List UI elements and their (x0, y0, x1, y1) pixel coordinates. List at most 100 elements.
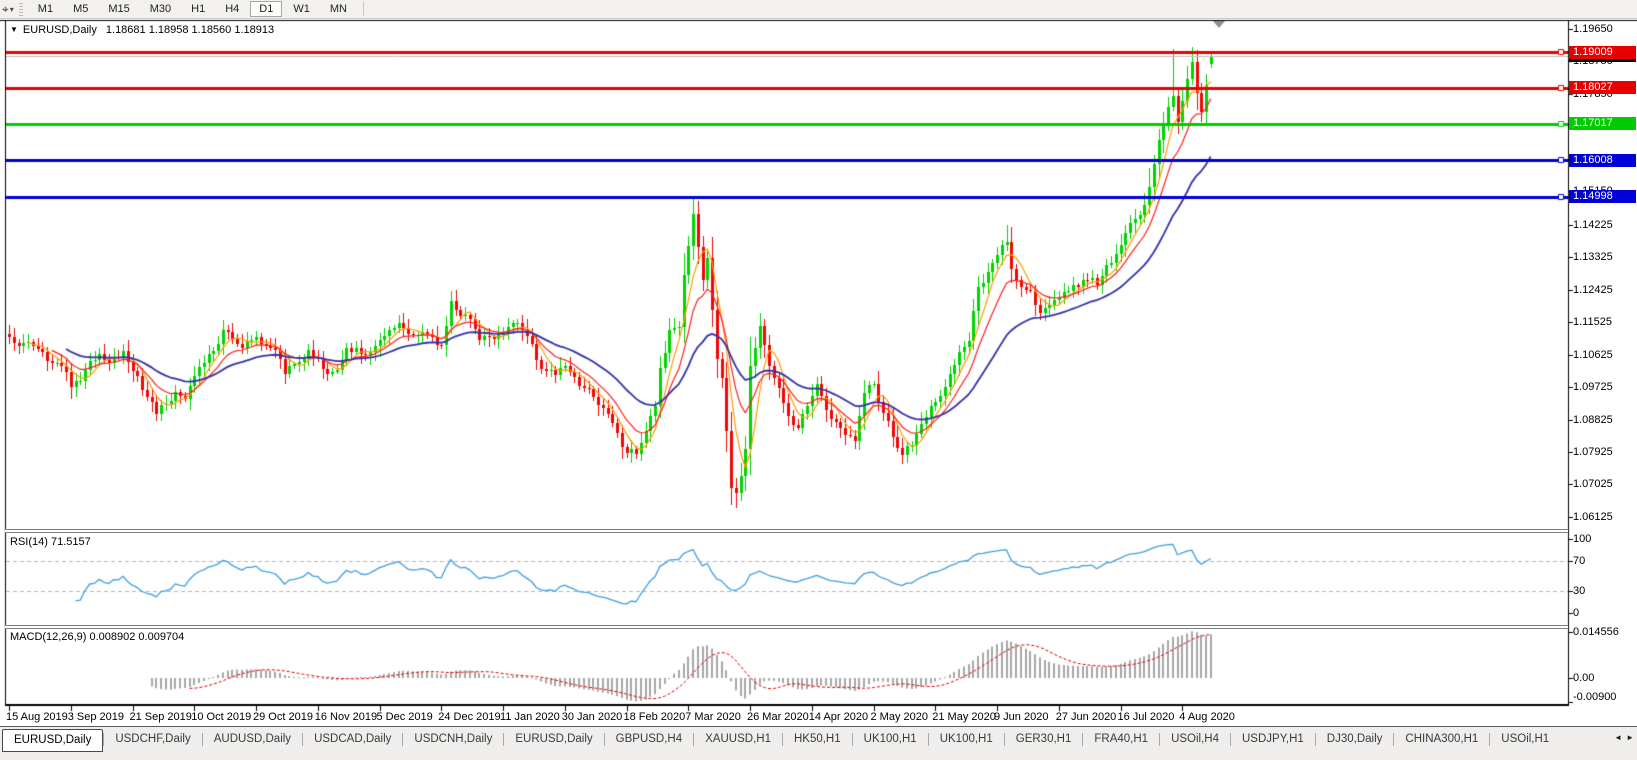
timeframe-button-h1[interactable]: H1 (191, 3, 206, 15)
toolbar: ⌖ ▾ M1 M5 M15 M30 H1 H4 D1 W1 MN (0, 0, 1637, 19)
price-tick-label: 1.06125 (1573, 510, 1613, 523)
timeframe-button-m5[interactable]: M5 (73, 3, 89, 15)
crosshair-tool-icon[interactable]: ⌖ (2, 2, 9, 16)
date-label: 18 Feb 2020 (623, 711, 686, 723)
tab-separator (603, 733, 605, 746)
hline-price-label: 1.14998 (1569, 190, 1636, 204)
price-tick-label: 1.10625 (1573, 348, 1613, 361)
date-label: 15 Aug 2019 (6, 711, 68, 723)
rsi-tick-label: 0 (1573, 607, 1580, 619)
tab-separator (693, 733, 695, 746)
toolbar-grip[interactable] (18, 2, 23, 16)
chart-tab-uk100-h1[interactable]: UK100,H1 (939, 733, 993, 745)
chart-tab-usoil-h4[interactable]: USOil,H4 (1171, 733, 1219, 745)
price-tick-label: 1.14225 (1573, 218, 1613, 231)
price-axis[interactable] (1568, 20, 1637, 704)
chart-tab-bar: EURUSD,Daily USDCHF,Daily AUDUSD,Daily USDC… (0, 726, 1637, 760)
tab-separator (302, 733, 304, 746)
tab-separator (402, 733, 404, 746)
chart-tab-usdcnh-daily[interactable]: USDCNH,Daily (414, 733, 493, 745)
macd-tick-label: -0.00900 (1573, 691, 1617, 703)
date-label: 2 May 2020 (870, 711, 928, 723)
chart-tab-audusd-daily[interactable]: AUDUSD,Daily (213, 733, 292, 745)
scroll-right-icon[interactable]: ► (1626, 733, 1634, 742)
price-tick-label: 1.19650 (1573, 23, 1613, 35)
date-label: 10 Oct 2019 (191, 711, 252, 723)
chart-title: ▼ EURUSD,Daily 1.18681 1.18958 1.18560 1.1… (10, 24, 274, 36)
rsi-tick-label: 70 (1573, 555, 1586, 568)
chart-tab-hk50-h1[interactable]: HK50,H1 (793, 733, 841, 745)
tab-separator (851, 733, 853, 746)
chart-tab-usdcad-daily[interactable]: USDCAD,Daily (314, 733, 392, 745)
date-label: 11 Jan 2020 (500, 711, 560, 723)
date-label: 27 Jun 2020 (1055, 711, 1117, 723)
tab-separator (1489, 733, 1491, 746)
collapse-triangle-icon[interactable]: ▼ (10, 25, 18, 34)
tab-separator (503, 733, 505, 746)
timeframe-button-m15[interactable]: M15 (108, 3, 130, 15)
date-label: 16 Jul 2020 (1117, 711, 1175, 723)
chart-tab-usdjpy-h1[interactable]: USDJPY,H1 (1242, 733, 1304, 745)
chart-tab-ger30-h1[interactable]: GER30,H1 (1015, 733, 1072, 745)
chart-tab-dj30-daily[interactable]: DJ30,Daily (1326, 733, 1383, 745)
scroll-left-icon[interactable]: ◄ (1614, 733, 1623, 742)
price-tick-label: 1.11525 (1573, 316, 1612, 329)
tab-separator (781, 733, 783, 746)
timeframe-button-m1[interactable]: M1 (37, 3, 54, 15)
chart-tab-eurusd-daily[interactable]: EURUSD,Daily (2, 729, 104, 752)
chart-tab-eurusd-daily[interactable]: EURUSD,Daily (515, 733, 593, 745)
tab-separator (1159, 733, 1161, 746)
tab-scroll-arrows: ◄ ► (1614, 733, 1634, 743)
date-label: 21 May 2020 (932, 711, 996, 723)
price-tick-label: 1.07025 (1573, 478, 1613, 491)
hline-price-label: 1.18027 (1569, 81, 1636, 95)
tab-separator (927, 733, 929, 746)
price-tick-label: 1.08825 (1573, 413, 1613, 426)
chart-tab-gbpusd-h4[interactable]: GBPUSD,H4 (615, 733, 683, 745)
price-tick-label: 1.12425 (1573, 283, 1613, 296)
date-label: 5 Dec 2019 (376, 711, 433, 723)
timeframe-button-h4[interactable]: H4 (225, 3, 240, 15)
date-label: 30 Jan 2020 (561, 711, 623, 723)
rsi-tick-label: 100 (1573, 533, 1592, 545)
hline-price-label: 1.16008 (1569, 153, 1636, 167)
timeframe-button-d1[interactable]: D1 (250, 1, 283, 17)
rsi-tick-label: 30 (1573, 584, 1586, 597)
date-label: 16 Nov 2019 (314, 711, 378, 723)
price-tick-label: 1.07925 (1573, 445, 1613, 458)
chart-tab-usoil-h1[interactable]: USOil,H1 (1501, 733, 1550, 745)
tab-separator (1082, 733, 1084, 746)
tab-separator (1393, 733, 1395, 746)
date-label: 29 Oct 2019 (253, 711, 313, 723)
chart-tab-usdchf-daily[interactable]: USDCHF,Daily (115, 733, 191, 745)
chart-symbol-period: EURUSD,Daily (22, 24, 97, 36)
pane-separator[interactable] (5, 625, 1568, 629)
toolbar-separator (362, 2, 364, 16)
macd-indicator-label: MACD(12,26,9) 0.008902 0.009704 (10, 631, 185, 643)
tab-separator (1003, 733, 1005, 746)
date-label: 4 Aug 2020 (1179, 711, 1235, 723)
date-label: 26 Mar 2020 (747, 711, 809, 723)
date-label: 21 Sep 2019 (129, 711, 192, 723)
chart-tab-uk100-h1[interactable]: UK100,H1 (863, 733, 917, 745)
timeframe-button-mn[interactable]: MN (329, 3, 347, 15)
time-axis[interactable] (5, 704, 1568, 726)
chevron-down-icon[interactable]: ▾ (9, 4, 14, 14)
pane-separator[interactable] (5, 529, 1568, 533)
chart-tab-fra40-h1[interactable]: FRA40,H1 (1094, 733, 1149, 745)
chart-tab-china300-h1[interactable]: CHINA300,H1 (1405, 733, 1479, 745)
macd-tick-label: 0.014556 (1573, 626, 1619, 638)
chart-tab-xauusd-h1[interactable]: XAUUSD,H1 (705, 733, 771, 745)
date-label: 24 Dec 2019 (438, 711, 501, 723)
tab-separator (1314, 733, 1316, 746)
timeframe-button-m30[interactable]: M30 (149, 3, 172, 15)
date-label: 14 Apr 2020 (808, 711, 869, 723)
hline-price-label: 1.19009 (1569, 45, 1636, 59)
timeframe-button-w1[interactable]: W1 (293, 3, 310, 15)
rsi-indicator-label: RSI(14) 71.5157 (10, 536, 91, 548)
date-label: 9 Jun 2020 (994, 711, 1049, 723)
price-tick-label: 1.09725 (1573, 381, 1613, 394)
date-label: 3 Sep 2019 (67, 711, 125, 723)
